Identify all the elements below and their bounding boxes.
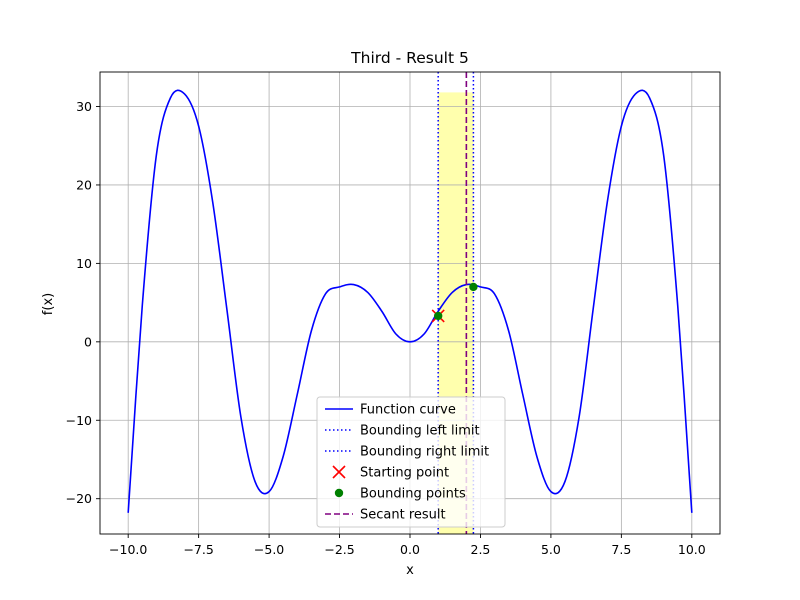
x-tick-label: 2.5 xyxy=(471,542,491,557)
x-axis-label: x xyxy=(406,563,414,578)
legend-entry-label: Function curve xyxy=(360,403,456,418)
function-curve-line xyxy=(127,89,693,513)
legend-entry-label: Bounding right limit xyxy=(360,445,489,460)
plot-area: −10.0 −7.5 −5.0 −2.5 0.0 2.5 5.0 7.5 10.0 −20 −10 0… xyxy=(66,71,721,557)
x-tick-label: 5.0 xyxy=(541,542,561,557)
legend-entry-label: Secant result xyxy=(360,508,446,523)
y-tick-label: −20 xyxy=(66,491,92,506)
legend-x-stroke-b xyxy=(332,465,346,479)
x-tick-label: −2.5 xyxy=(324,542,354,557)
x-tick-label: −10.0 xyxy=(109,542,147,557)
legend: Function curve Bounding left limit Boundin… xyxy=(316,396,506,528)
bounding-point xyxy=(433,311,443,321)
y-tick-label: 30 xyxy=(76,99,92,114)
chart-title: Third - Result 5 xyxy=(350,49,469,67)
y-tick-label: 0 xyxy=(84,334,92,349)
x-tick-label: −5.0 xyxy=(254,542,284,557)
y-axis-label: f(x) xyxy=(41,293,56,315)
x-tick-label: 7.5 xyxy=(611,542,631,557)
y-tick-label: −10 xyxy=(66,413,92,428)
x-tick-label: 10.0 xyxy=(678,542,706,557)
legend-x-swatch xyxy=(332,465,346,479)
legend-dot-swatch xyxy=(334,488,344,498)
legend-entry-label: Starting point xyxy=(360,466,449,481)
legend-entry-label: Bounding points xyxy=(360,487,466,502)
legend-box xyxy=(316,396,506,528)
legend-entry-label: Bounding left limit xyxy=(360,424,480,439)
x-tick-label: −7.5 xyxy=(183,542,213,557)
y-tick-label: 10 xyxy=(76,256,92,271)
y-tick-label: 20 xyxy=(76,177,92,192)
x-tick-label: 0.0 xyxy=(400,542,420,557)
bounding-point xyxy=(469,282,478,292)
